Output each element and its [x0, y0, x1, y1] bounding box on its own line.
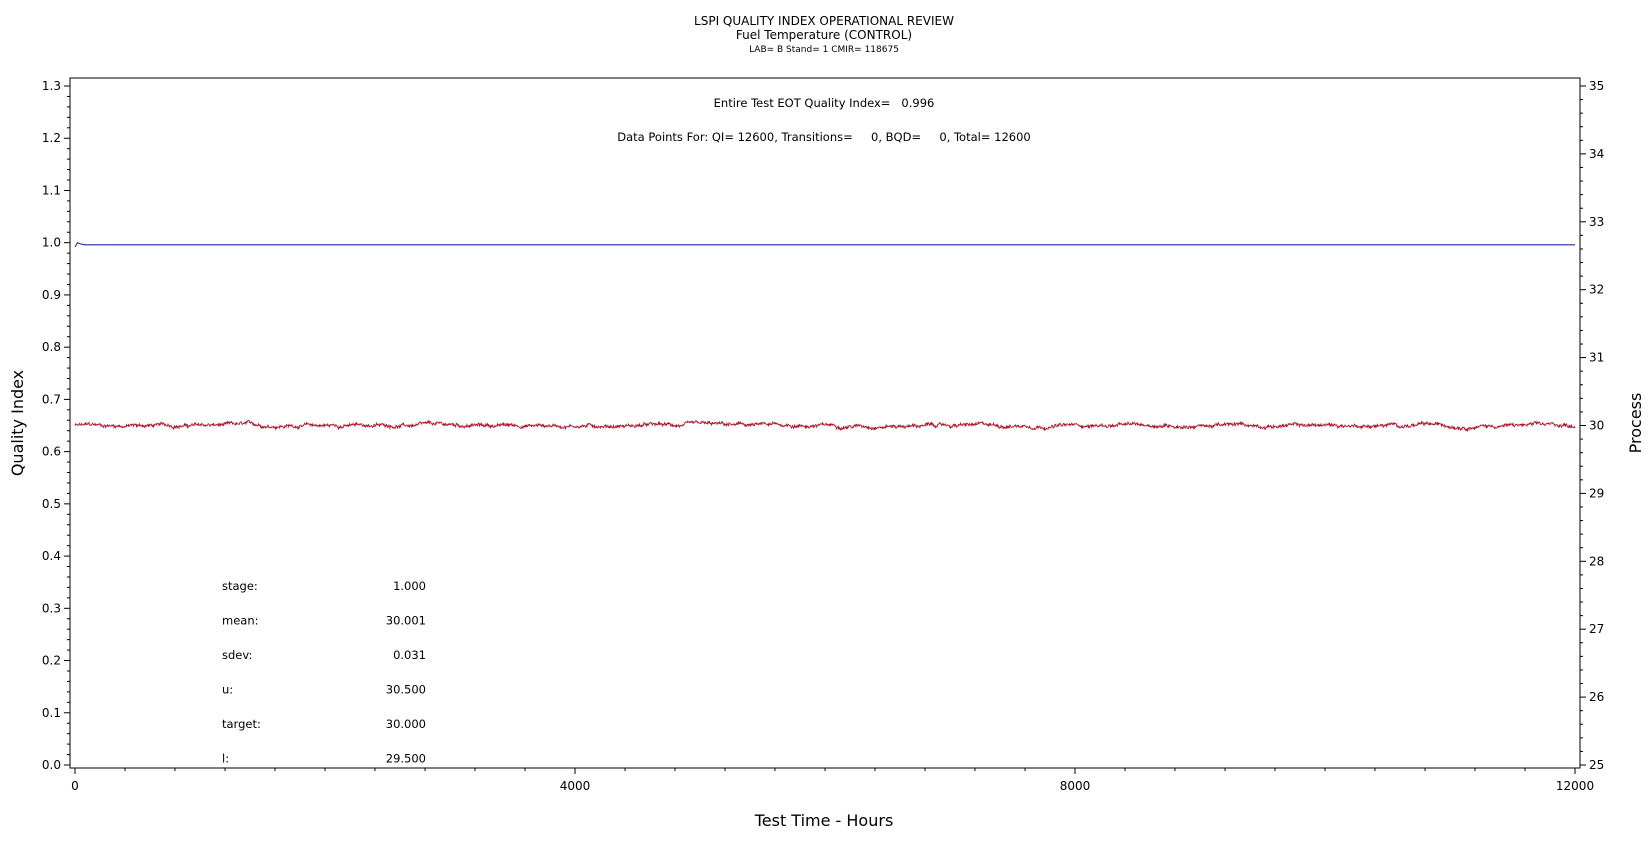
y2-tick-label: 35	[1589, 79, 1604, 93]
y-tick-label: 0.7	[42, 392, 61, 406]
stat-value: 30.000	[386, 717, 426, 731]
stat-label: stage:	[222, 579, 258, 593]
stat-value: 0.031	[393, 648, 426, 662]
x-tick-label: 4000	[560, 779, 591, 793]
stat-value: 1.000	[393, 579, 426, 593]
y-tick-label: 0.0	[42, 758, 61, 772]
x-tick-label: 0	[71, 779, 79, 793]
stat-value: 30.500	[386, 683, 426, 697]
y-tick-label: 0.6	[42, 445, 61, 459]
x-tick-label: 8000	[1060, 779, 1091, 793]
y-tick-label: 1.0	[42, 236, 61, 250]
y-tick-label: 0.3	[42, 601, 61, 615]
x-tick-label: 12000	[1556, 779, 1594, 793]
axis-ticks	[64, 85, 1586, 774]
y2-tick-label: 30	[1589, 419, 1604, 433]
stat-value: 30.001	[386, 614, 426, 628]
annotation-quality-index: Entire Test EOT Quality Index= 0.996	[714, 96, 935, 110]
y2-tick-label: 26	[1589, 690, 1604, 704]
y2-tick-label: 27	[1589, 622, 1604, 636]
series-layer	[74, 241, 1576, 433]
y-tick-label: 0.5	[42, 497, 61, 511]
y-tick-label: 0.4	[42, 549, 61, 563]
stat-label: l:	[222, 752, 229, 766]
y2-tick-label: 34	[1589, 147, 1604, 161]
chart-subtitle-2: LAB= B Stand= 1 CMIR= 118675	[749, 45, 899, 55]
chart-title: LSPI QUALITY INDEX OPERATIONAL REVIEW	[694, 14, 954, 28]
y2-tick-label: 28	[1589, 554, 1604, 568]
stat-label: mean:	[222, 614, 259, 628]
stat-label: u:	[222, 683, 233, 697]
stat-label: target:	[222, 717, 261, 731]
chart-subtitle: Fuel Temperature (CONTROL)	[736, 28, 912, 42]
y2-tick-label: 31	[1589, 351, 1604, 365]
tick-labels: 0.0 0.1 0.2 0.3 0.4 0.5 0.6 0.7 0.8 0.9 1.0 1.1 1.2 1…	[42, 79, 1604, 793]
y-tick-label: 1.2	[42, 131, 61, 145]
y-tick-label: 0.8	[42, 340, 61, 354]
y-tick-label: 0.1	[42, 706, 61, 720]
process-series	[74, 419, 1576, 433]
quality-index-series	[74, 241, 1575, 248]
plot-frame	[69, 77, 1581, 769]
y2-tick-label: 25	[1589, 758, 1604, 772]
y-tick-label: 1.1	[42, 183, 61, 197]
y2-axis-label: Process	[1626, 393, 1645, 454]
y2-tick-label: 33	[1589, 215, 1604, 229]
y2-tick-label: 29	[1589, 486, 1604, 500]
y-axis-label: Quality Index	[8, 370, 27, 476]
y2-tick-label: 32	[1589, 283, 1604, 297]
stat-label: sdev:	[222, 648, 252, 662]
y-tick-label: 0.9	[42, 288, 61, 302]
y-tick-label: 1.3	[42, 79, 61, 93]
stat-value: 29.500	[386, 752, 426, 766]
x-axis-label: Test Time - Hours	[754, 811, 894, 830]
stats-table: stage: 1.000 mean: 30.001 sdev: 0.031 u: 30.500…	[222, 579, 426, 766]
annotation-data-points: Data Points For: QI= 12600, Transitions=…	[617, 130, 1030, 144]
y-tick-label: 0.2	[42, 654, 61, 668]
